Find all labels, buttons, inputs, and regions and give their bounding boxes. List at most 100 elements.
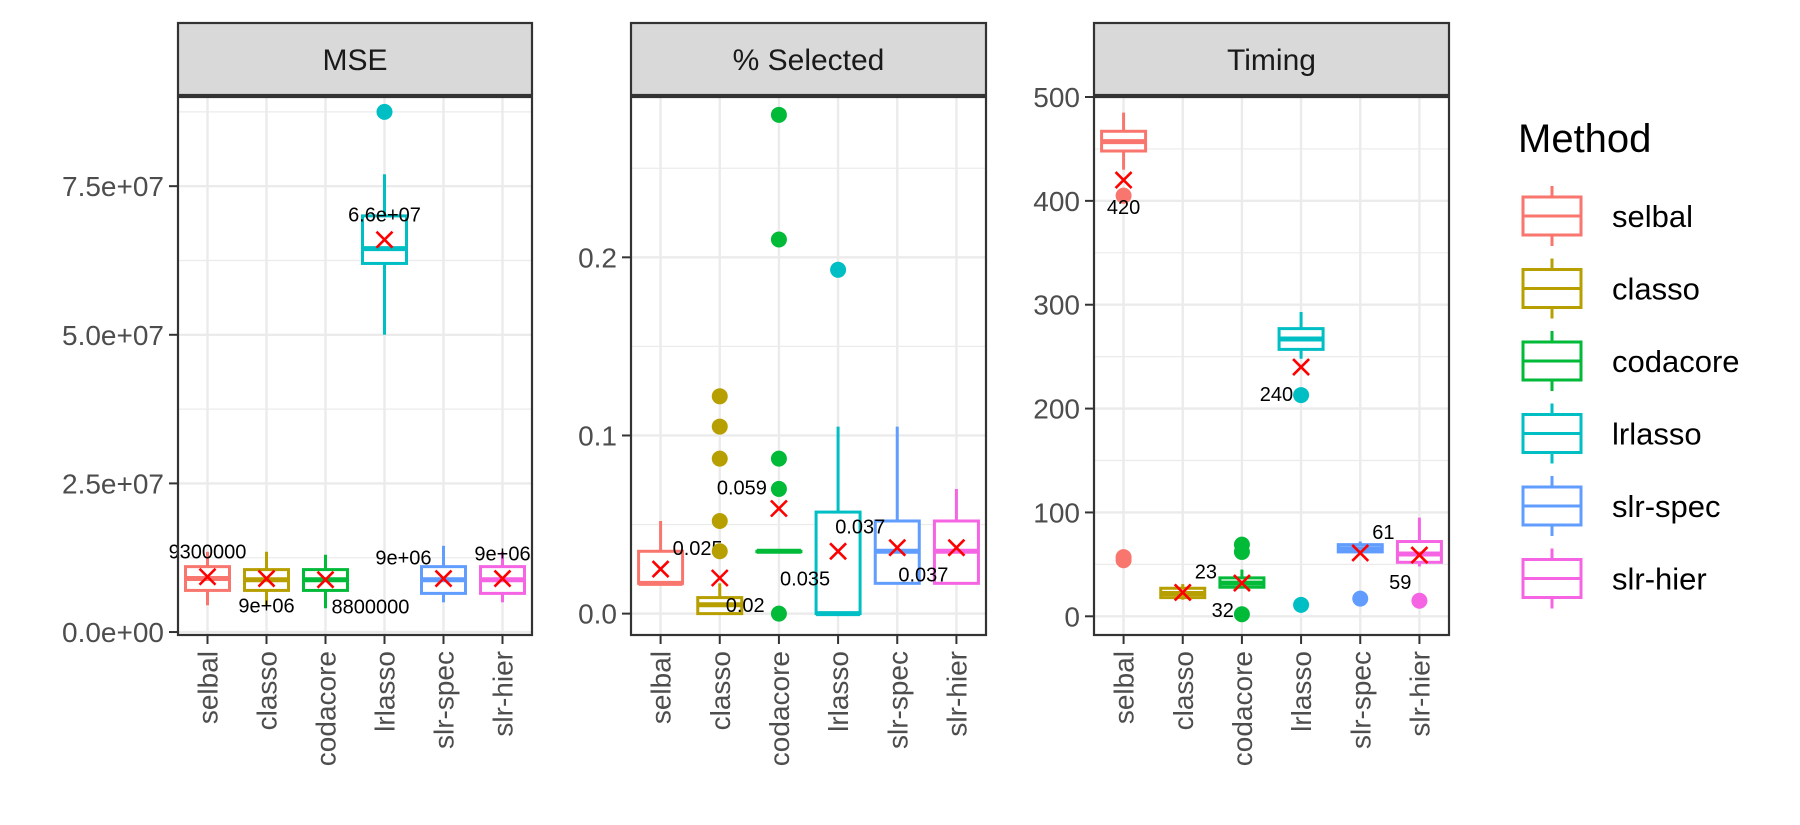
mean-marker — [769, 499, 788, 518]
y-tick-label: 0 — [1064, 601, 1080, 632]
x-tick-label: lrlasso — [823, 651, 854, 732]
mean-marker-stroke-b — [651, 560, 670, 579]
mean-data-label: 0.037 — [898, 565, 948, 587]
mean-marker — [1232, 574, 1251, 592]
outlier-point — [711, 418, 728, 435]
box-selbal: 9300000 — [169, 542, 247, 606]
mean-marker-stroke-b — [947, 538, 966, 557]
y-tick-label: 5.0e+07 — [62, 320, 164, 351]
mean-marker-stroke-b — [316, 570, 335, 589]
mean-data-label: 9300000 — [169, 542, 247, 564]
plot-background — [631, 97, 986, 635]
outlier-point — [1233, 536, 1250, 553]
outlier-point — [1352, 590, 1369, 607]
facet-strip-label: % Selected — [733, 44, 885, 77]
legend-item-codacore: codacore — [1521, 331, 1740, 391]
mean-marker — [888, 538, 907, 557]
box-lrlasso: 0.035 — [780, 261, 862, 617]
x-tick-label: lrlasso — [370, 651, 401, 732]
mean-marker — [1292, 358, 1311, 376]
box-lrlasso: 6.6e+07 — [348, 103, 421, 335]
mean-marker-stroke-b — [198, 567, 217, 586]
outlier-point — [770, 605, 787, 622]
panel-timing: 0 100 200 300 400 500 420 23 32 240 61 59 Timing selb… — [1033, 21, 1451, 766]
box-classo: 23 — [1159, 561, 1217, 602]
x-tick-label: slr-hier — [1404, 651, 1435, 737]
outlier-point — [770, 231, 787, 248]
y-tick-label: 0.0 — [578, 599, 617, 630]
mean-marker — [710, 569, 729, 587]
box-slr-hier: 59 — [1389, 517, 1443, 609]
mean-marker-stroke-b — [434, 569, 453, 588]
mean-marker-stroke-b — [1232, 574, 1251, 592]
mean-marker — [257, 569, 276, 588]
box-selbal: 0.025 — [637, 520, 723, 586]
mean-data-label: 0.037 — [835, 517, 885, 539]
mean-data-label: 32 — [1212, 600, 1234, 622]
outlier-point — [1411, 592, 1428, 609]
legend-item-classo: classo — [1521, 258, 1700, 319]
x-tick-label: slr-spec — [1345, 651, 1376, 749]
outlier-point — [376, 103, 393, 120]
mean-marker — [198, 567, 217, 586]
outlier-point — [770, 106, 787, 123]
y-tick-label: 200 — [1033, 394, 1080, 425]
panel-selected: 0.0 0.1 0.2 0.025 0.02 0.059 0.035 0.037 0.037 % … — [578, 21, 988, 766]
mean-data-label: 9e+06 — [375, 548, 431, 570]
legend-label: lrlasso — [1612, 417, 1702, 452]
outlier-point — [1293, 596, 1310, 613]
mean-marker — [375, 230, 394, 249]
y-tick-label: 0.2 — [578, 242, 617, 273]
mean-data-label: 59 — [1389, 572, 1411, 594]
x-tick-label: slr-spec — [429, 651, 460, 749]
panels-group: 0.0e+00 2.5e+07 5.0e+07 7.5e+07 9300000 9e+06… — [62, 21, 1451, 766]
x-tick-label: codacore — [311, 651, 342, 766]
mean-marker-stroke-b — [710, 569, 729, 587]
mean-data-label: 0.025 — [673, 538, 723, 560]
mean-marker — [1410, 546, 1429, 564]
y-tick-label: 7.5e+07 — [62, 171, 164, 202]
outlier-point — [1115, 549, 1132, 566]
mean-marker — [316, 570, 335, 589]
mean-marker-stroke-b — [1410, 546, 1429, 564]
mean-marker — [493, 569, 512, 588]
x-tick-label: slr-spec — [882, 651, 913, 749]
legend-item-slr-spec: slr-spec — [1521, 476, 1721, 536]
panel-border — [629, 95, 988, 637]
box-codacore: 0.059 — [717, 106, 803, 622]
panel-mse: 0.0e+00 2.5e+07 5.0e+07 7.5e+07 9300000 9e+06… — [62, 21, 534, 766]
mean-marker-stroke-b — [257, 569, 276, 588]
outlier-point — [1115, 187, 1132, 204]
mean-data-label: 9e+06 — [238, 596, 294, 618]
mean-data-label: 23 — [1195, 561, 1217, 583]
x-tick-label: selbal — [193, 651, 224, 724]
y-tick-label: 0.1 — [578, 420, 617, 451]
x-tick-label: classo — [252, 651, 283, 730]
x-tick-label: slr-hier — [488, 651, 519, 737]
x-tick-label: classo — [705, 651, 736, 730]
facet-strip — [1092, 21, 1451, 97]
mean-marker-stroke-b — [1173, 583, 1192, 602]
legend-item-slr-hier: slr-hier — [1521, 548, 1707, 609]
mean-marker — [1114, 171, 1133, 190]
y-tick-label: 300 — [1033, 290, 1080, 321]
legend-item-lrlasso: lrlasso — [1521, 403, 1702, 464]
legend-label: selbal — [1612, 199, 1693, 234]
mean-marker-stroke-b — [888, 538, 907, 557]
y-tick-label: 100 — [1033, 497, 1080, 528]
legend-title: Method — [1518, 117, 1651, 161]
x-tick-label: lrlasso — [1286, 651, 1317, 732]
mean-marker-stroke-b — [829, 542, 848, 561]
mean-data-label: 0.035 — [780, 568, 830, 590]
mean-marker-stroke-b — [493, 569, 512, 588]
legend-label: codacore — [1612, 344, 1740, 379]
mean-marker — [1351, 544, 1370, 562]
legend-label: slr-hier — [1612, 562, 1707, 597]
outlier-point — [770, 480, 787, 497]
facet-strip — [176, 21, 534, 97]
outlier-point — [830, 261, 847, 278]
mean-marker — [1173, 583, 1192, 602]
y-tick-label: 400 — [1033, 186, 1080, 217]
box-selbal: 420 — [1100, 112, 1148, 569]
